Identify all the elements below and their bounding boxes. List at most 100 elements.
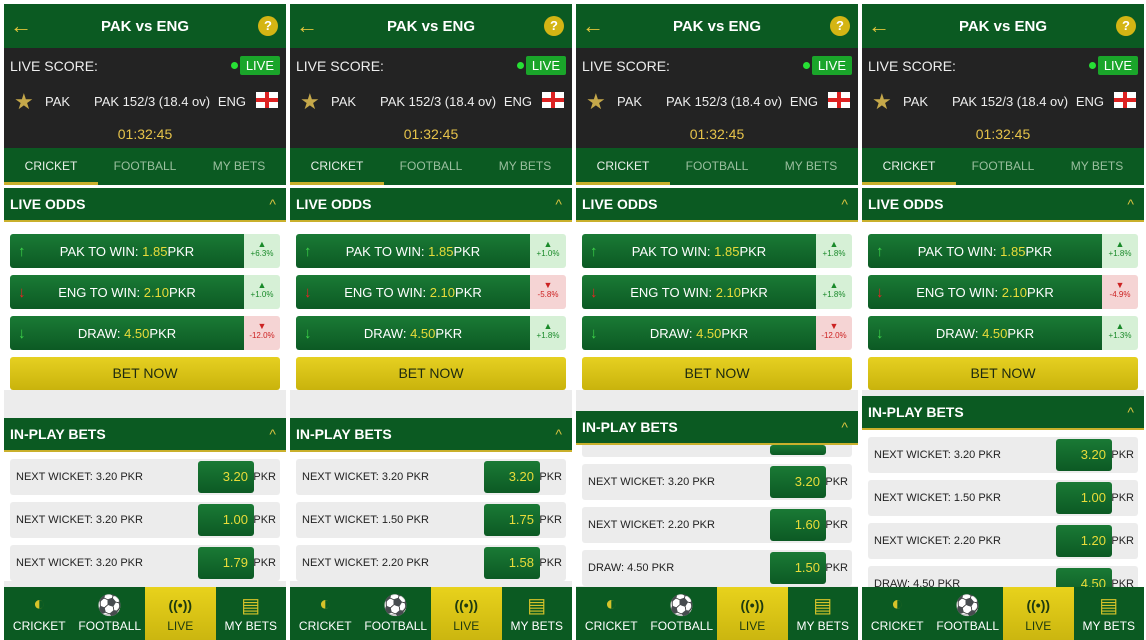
nav-my-bets[interactable]: ▤ MY BETS <box>788 587 859 640</box>
triangle-up-icon: ▲ <box>257 280 267 290</box>
chevron-up-icon[interactable]: ^ <box>841 196 848 212</box>
back-arrow-icon[interactable]: ← <box>582 13 604 38</box>
chevron-up-icon[interactable]: ^ <box>269 196 276 212</box>
odd-button[interactable]: 1.00 <box>1056 482 1112 514</box>
tab-cricket[interactable]: CRICKET <box>862 148 956 185</box>
nav-my-bets[interactable]: ▤ MY BETS <box>216 587 287 640</box>
odd-button[interactable]: 3.20 <box>198 461 254 493</box>
help-icon[interactable]: ? <box>544 16 564 36</box>
bet-now-button[interactable]: BET NOW <box>10 357 280 390</box>
odds-row[interactable]: ↓ DRAW: 4.50 PKR ▼ -12.0% <box>10 316 280 350</box>
arrow-down-icon: ↓ <box>304 283 312 301</box>
sport-tabs: CRICKET FOOTBALL MY BETS <box>576 148 858 185</box>
chevron-up-icon[interactable]: ^ <box>555 426 562 442</box>
live-odds-header[interactable]: LIVE ODDS ^ <box>4 188 286 222</box>
odds-value: 1.85 <box>428 243 454 259</box>
nav-label: LIVE <box>167 619 194 633</box>
odds-row[interactable]: ↑ PAK TO WIN: 1.85 PKR ▲ +1.8% <box>582 234 852 268</box>
nav-live[interactable]: ((•)) LIVE <box>717 587 788 640</box>
nav-live[interactable]: ((•)) LIVE <box>145 587 216 640</box>
arrow-up-icon: ↑ <box>590 242 598 260</box>
live-badge: LIVE <box>525 56 566 75</box>
odd-button[interactable]: 3.20 <box>484 461 540 493</box>
odds-change: +1.0% <box>250 290 274 299</box>
odd-button[interactable]: 1.60 <box>770 509 826 541</box>
section-title: LIVE ODDS <box>296 196 372 212</box>
odd-button[interactable]: 3.20 <box>1056 439 1112 471</box>
odds-row[interactable]: ↓ ENG TO WIN: 2.10 PKR ▼ -5.8% <box>296 275 566 309</box>
bet-now-button[interactable]: BET NOW <box>582 357 852 390</box>
odd-button[interactable]: 1.50 <box>770 552 826 584</box>
in-play-row: NEXT WICKET: 3.20 PKR 3.20 PKR <box>868 437 1138 473</box>
chevron-up-icon[interactable]: ^ <box>555 196 562 212</box>
back-arrow-icon[interactable]: ← <box>296 13 318 38</box>
odds-row[interactable]: ↓ ENG TO WIN: 2.10 PKR ▼ -4.9% <box>868 275 1138 309</box>
tab-football[interactable]: FOOTBALL <box>113 159 177 173</box>
odds-row[interactable]: ↑ PAK TO WIN: 1.85 PKR ▲ +1.0% <box>296 234 566 268</box>
help-icon[interactable]: ? <box>258 16 278 36</box>
odds-row[interactable]: ↓ ENG TO WIN: 2.10 PKR ▲ +1.0% <box>10 275 280 309</box>
odds-row[interactable]: ↓ ENG TO WIN: 2.10 PKR ▲ +1.8% <box>582 275 852 309</box>
odds-row[interactable]: ↑ PAK TO WIN: 1.85 PKR ▲ +1.8% <box>868 234 1138 268</box>
nav-live[interactable]: ((•)) LIVE <box>1003 587 1074 640</box>
tab-my-bets[interactable]: MY BETS <box>498 159 552 173</box>
bet-now-button[interactable]: BET NOW <box>296 357 566 390</box>
odds-unit: PKR <box>435 325 463 341</box>
tab-my-bets[interactable]: MY BETS <box>212 159 266 173</box>
tab-my-bets[interactable]: MY BETS <box>1070 159 1124 173</box>
chevron-up-icon[interactable]: ^ <box>1127 404 1134 420</box>
odds-row[interactable]: ↓ DRAW: 4.50 PKR ▲ +1.3% <box>868 316 1138 350</box>
nav-live[interactable]: ((•)) LIVE <box>431 587 502 640</box>
tab-football[interactable]: FOOTBALL <box>399 159 463 173</box>
in-play-header[interactable]: IN-PLAY BETS ^ <box>290 418 572 452</box>
triangle-up-icon: ▲ <box>1115 321 1125 331</box>
chevron-up-icon[interactable]: ^ <box>1127 196 1134 212</box>
help-icon[interactable]: ? <box>1116 16 1136 36</box>
live-odds-header[interactable]: LIVE ODDS ^ <box>576 188 858 222</box>
chevron-up-icon[interactable]: ^ <box>841 419 848 435</box>
odd-button[interactable]: 1.58 <box>484 547 540 579</box>
in-play-header[interactable]: IN-PLAY BETS ^ <box>576 411 858 445</box>
odd-button[interactable]: 1.00 <box>198 504 254 536</box>
odds-row[interactable]: ↓ DRAW: 4.50 PKR ▲ +1.8% <box>296 316 566 350</box>
bet-label: NEXT WICKET: 1.50 PKR <box>302 514 429 526</box>
nav-football[interactable]: ⚽ FOOTBALL <box>933 587 1004 640</box>
odds-label: PAK TO WIN: <box>59 243 139 259</box>
nav-football[interactable]: ⚽ FOOTBALL <box>75 587 146 640</box>
odd-button[interactable]: 1.79 <box>198 547 254 579</box>
back-arrow-icon[interactable]: ← <box>10 13 32 38</box>
odds-row[interactable]: ↑ PAK TO WIN: 1.85 PKR ▲ +6.3% <box>10 234 280 268</box>
odds-change-badge: ▼ -5.8% <box>530 275 566 309</box>
sport-tabs: CRICKET FOOTBALL MY BETS <box>4 148 286 185</box>
help-icon[interactable]: ? <box>830 16 850 36</box>
tab-football[interactable]: FOOTBALL <box>685 159 749 173</box>
odd-button[interactable]: 1.75 <box>484 504 540 536</box>
tab-cricket[interactable]: CRICKET <box>576 148 670 185</box>
live-odds-header[interactable]: LIVE ODDS ^ <box>290 188 572 222</box>
bet-now-button[interactable]: BET NOW <box>868 357 1138 390</box>
tab-cricket[interactable]: CRICKET <box>4 148 98 185</box>
nav-cricket[interactable]: ◐ CRICKET <box>4 587 75 640</box>
odds-row[interactable]: ↓ DRAW: 4.50 PKR ▼ -12.0% <box>582 316 852 350</box>
nav-my-bets[interactable]: ▤ MY BETS <box>1074 587 1145 640</box>
nav-football[interactable]: ⚽ FOOTBALL <box>647 587 718 640</box>
nav-football[interactable]: ⚽ FOOTBALL <box>361 587 432 640</box>
tab-cricket[interactable]: CRICKET <box>290 148 384 185</box>
nav-my-bets[interactable]: ▤ MY BETS <box>502 587 573 640</box>
nav-cricket[interactable]: ◐ CRICKET <box>576 587 647 640</box>
chevron-up-icon[interactable]: ^ <box>269 426 276 442</box>
odd-button[interactable]: 1.20 <box>1056 525 1112 557</box>
nav-cricket[interactable]: ◐ CRICKET <box>862 587 933 640</box>
in-play-header[interactable]: IN-PLAY BETS ^ <box>4 418 286 452</box>
live-score-label: LIVE SCORE: <box>10 58 98 74</box>
nav-label: FOOTBALL <box>364 619 428 633</box>
match-timer: 01:32:45 <box>403 126 459 142</box>
tab-my-bets[interactable]: MY BETS <box>784 159 838 173</box>
odds-change-badge: ▲ +1.8% <box>530 316 566 350</box>
in-play-header[interactable]: IN-PLAY BETS ^ <box>862 396 1144 430</box>
back-arrow-icon[interactable]: ← <box>868 13 890 38</box>
nav-cricket[interactable]: ◐ CRICKET <box>290 587 361 640</box>
odd-button[interactable]: 3.20 <box>770 466 826 498</box>
live-odds-header[interactable]: LIVE ODDS ^ <box>862 188 1144 222</box>
tab-football[interactable]: FOOTBALL <box>971 159 1035 173</box>
